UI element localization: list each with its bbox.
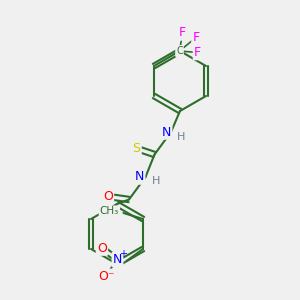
Text: O: O: [103, 190, 113, 203]
Text: N: N: [162, 125, 171, 139]
Text: O⁻: O⁻: [99, 270, 115, 283]
Text: N: N: [113, 253, 122, 266]
Text: N: N: [135, 170, 144, 184]
Text: S: S: [133, 142, 140, 155]
Text: +: +: [119, 249, 127, 259]
Text: F: F: [179, 26, 186, 40]
Text: CH₃: CH₃: [100, 206, 119, 217]
Text: O: O: [97, 242, 107, 255]
Text: F: F: [194, 46, 201, 59]
Text: F: F: [193, 31, 200, 44]
Text: H: H: [152, 176, 160, 187]
Text: C: C: [176, 46, 183, 56]
Text: H: H: [177, 131, 186, 142]
